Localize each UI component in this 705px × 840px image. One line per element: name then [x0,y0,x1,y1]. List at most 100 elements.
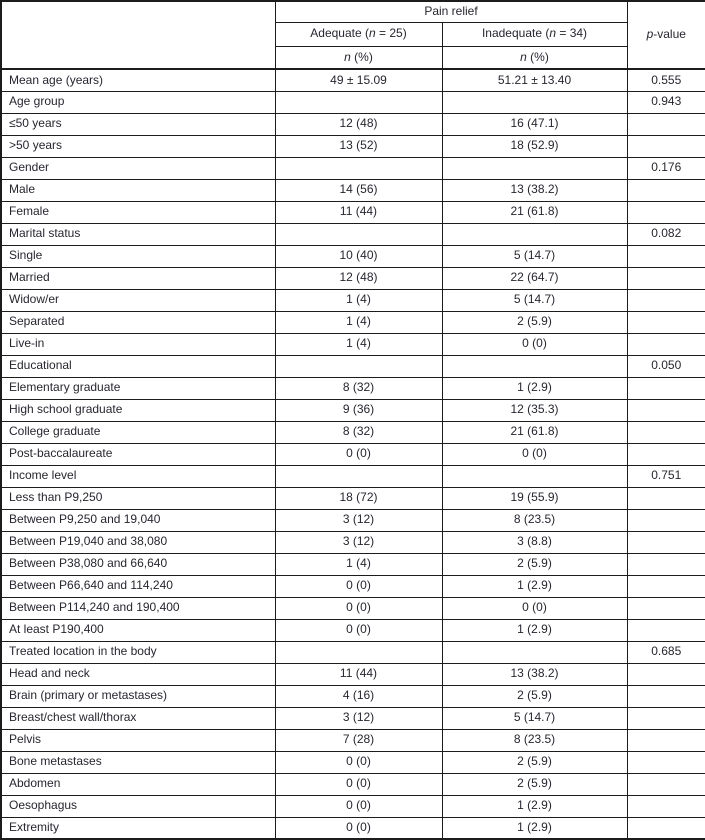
row-label: Married [9,270,50,285]
table-row: Female 11 (44) 21 (61.8) [0,200,705,224]
table-row: Between P9,250 and 19,040 3 (12) 8 (23.5… [0,508,705,532]
row-label: Less than P9,250 [9,490,103,505]
adequate-cell [274,464,443,488]
pvalue-cell [626,266,705,290]
adequate-cell: 1 (4) [274,332,443,356]
adequate-cell: 18 (72) [274,486,443,510]
adequate-cell: 0 (0) [274,596,443,620]
inadequate-n-percent-subheader: n (%) [441,45,628,70]
row-label-cell: Breast/chest wall/thorax [0,706,276,730]
table-body: Mean age (years) 49 ± 15.09 51.21 ± 13.4… [0,68,705,840]
pvalue-cell: 0.176 [626,156,705,180]
inadequate-value: 0 (0) [522,446,547,461]
row-label: Between P19,040 and 38,080 [9,534,168,549]
row-label-cell: At least P190,400 [0,618,276,642]
row-label: Head and neck [9,666,90,681]
header-row-group: Pain relief p-value [0,0,705,70]
adequate-cell: 1 (4) [274,552,443,576]
adequate-cell: 49 ± 15.09 [274,68,443,92]
row-label: Between P9,250 and 19,040 [9,512,161,527]
adequate-value: 3 (12) [342,710,375,725]
table-row: Between P114,240 and 190,400 0 (0) 0 (0) [0,596,705,620]
inadequate-cell [441,90,628,114]
inadequate-cell: 5 (14.7) [441,244,628,268]
adequate-cell: 1 (4) [274,288,443,312]
adequate-cell [274,222,443,246]
inadequate-value: 1 (2.9) [517,578,552,593]
row-label: Abdomen [9,776,61,791]
table-row: Oesophagus 0 (0) 1 (2.9) [0,794,705,818]
inadequate-value: 2 (5.9) [517,688,552,703]
inadequate-value: 16 (47.1) [510,116,559,131]
row-label-cell: High school graduate [0,398,276,422]
adequate-cell [274,640,443,664]
inadequate-value: 1 (2.9) [517,380,552,395]
row-label-cell: Gender [0,156,276,180]
row-label-cell: Male [0,178,276,202]
table-row: Brain (primary or metastases) 4 (16) 2 (… [0,684,705,708]
pvalue-value: 0.050 [651,358,682,373]
inadequate-value: 51.21 ± 13.40 [497,72,572,87]
header-row-subheader: n (%) n (%) [1,45,705,70]
row-label-cell: Extremity [0,816,276,840]
table-row: ≤50 years 12 (48) 16 (47.1) [0,112,705,136]
row-label-cell: Less than P9,250 [0,486,276,510]
inadequate-cell: 1 (2.9) [441,794,628,818]
row-label: Post-baccalaureate [9,446,113,461]
adequate-cell: 11 (44) [274,200,443,224]
adequate-cell: 0 (0) [274,442,443,466]
row-label: Educational [9,358,72,373]
inadequate-value: 8 (23.5) [513,512,556,527]
pvalue-cell [626,178,705,202]
table-row: >50 years 13 (52) 18 (52.9) [0,134,705,158]
row-label: Mean age (years) [9,72,104,87]
table-row: Single 10 (40) 5 (14.7) [0,244,705,268]
pvalue-cell: 0.555 [626,68,705,92]
table-row: Bone metastases 0 (0) 2 (5.9) [0,750,705,774]
inadequate-value: 13 (38.2) [510,666,559,681]
row-label: High school graduate [9,402,123,417]
adequate-value: 0 (0) [346,446,371,461]
row-label-cell: Elementary graduate [0,376,276,400]
inadequate-cell: 12 (35.3) [441,398,628,422]
table-row: Elementary graduate 8 (32) 1 (2.9) [0,376,705,400]
inadequate-cell: 0 (0) [441,596,628,620]
row-label-cell: Separated [0,310,276,334]
row-label: Single [9,248,43,263]
pvalue-cell [626,530,705,554]
adequate-cell: 4 (16) [274,684,443,708]
row-label-cell: Oesophagus [0,794,276,818]
adequate-cell [274,90,443,114]
table-row: Live-in 1 (4) 0 (0) [0,332,705,356]
adequate-value: 0 (0) [346,820,371,835]
inadequate-value: 22 (64.7) [510,270,559,285]
adequate-value: 13 (52) [339,138,378,153]
adequate-column-header: Adequate (n = 25) [274,21,443,47]
inadequate-value: 5 (14.7) [513,292,556,307]
adequate-value: 1 (4) [346,292,371,307]
row-label-cell: Between P114,240 and 190,400 [0,596,276,620]
table-row: At least P190,400 0 (0) 1 (2.9) [0,618,705,642]
adequate-value: 9 (36) [342,402,375,417]
adequate-cell: 13 (52) [274,134,443,158]
inadequate-cell: 22 (64.7) [441,266,628,290]
inadequate-cell: 13 (38.2) [441,178,628,202]
inadequate-cell: 1 (2.9) [441,618,628,642]
pvalue-cell [626,486,705,510]
pain-relief-group-header: Pain relief [274,0,628,23]
row-label: Male [9,182,36,197]
adequate-header-var: n [369,26,376,41]
inadequate-header-var: n [549,26,557,41]
row-label-cell: Between P66,640 and 114,240 [0,574,276,598]
adequate-cell: 3 (12) [274,530,443,554]
pvalue-cell [626,618,705,642]
adequate-value: 14 (56) [339,182,378,197]
inadequate-cell [441,156,628,180]
table-header: Pain relief p-value Adequate (n = 25) In… [0,0,705,70]
row-label-cell: ≤50 years [0,112,276,136]
adequate-cell: 10 (40) [274,244,443,268]
row-label-cell: Mean age (years) [0,68,276,92]
adequate-value: 0 (0) [346,776,371,791]
inadequate-value: 1 (2.9) [517,622,552,637]
row-label-cell: Head and neck [0,662,276,686]
